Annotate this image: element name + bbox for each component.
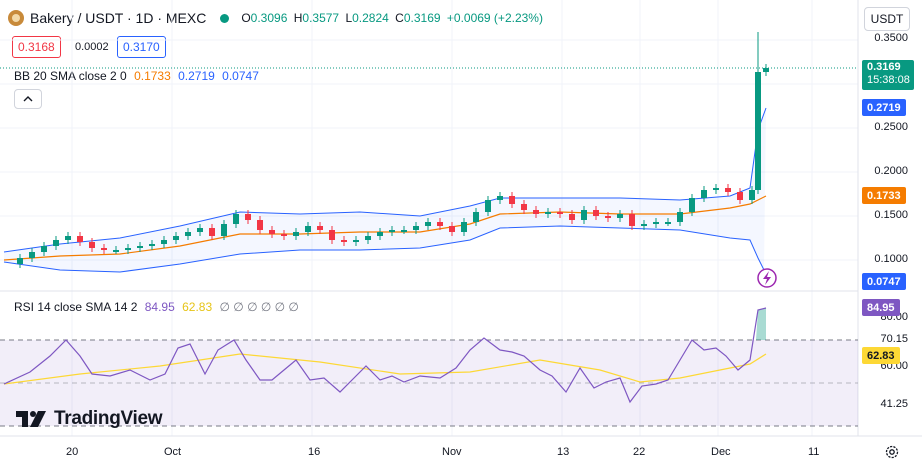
bakery-logo-icon (8, 10, 24, 26)
live-dot-icon (220, 13, 230, 23)
tradingview-logo[interactable]: TradingView (16, 408, 163, 430)
ohlc-values: O0.3096 H0.3577 L0.2824 C0.3169 +0.0069 … (241, 11, 543, 25)
rsi-tick: 41.25 (880, 398, 908, 410)
rsi-value-tag: 84.95 (862, 299, 900, 316)
tradingview-mark-icon (16, 411, 46, 427)
price-tick: 0.1500 (874, 209, 908, 221)
price-tick: 0.3500 (874, 32, 908, 44)
rsi-legend[interactable]: RSI 14 close SMA 14 2 84.95 62.83 ∅ ∅ ∅ … (14, 300, 299, 314)
time-tick: 20 (66, 446, 79, 458)
currency-button[interactable]: USDT (864, 7, 910, 31)
gear-icon[interactable] (884, 444, 900, 460)
buy-price-button[interactable]: 0.3170 (117, 36, 166, 58)
price-tick: 0.2000 (874, 165, 908, 177)
price-tick: 0.1000 (874, 253, 908, 265)
collapse-legend-button[interactable] (14, 89, 42, 109)
rsi-sma-tag: 62.83 (862, 347, 900, 364)
time-tick: Dec (711, 446, 731, 458)
time-tick: Nov (442, 446, 462, 458)
bb-basis-tag: 0.1733 (862, 187, 906, 204)
symbol-header: Bakery / USDT · 1D · MEXC O0.3096 H0.357… (8, 6, 543, 30)
last-price-tag: 0.3169 15:38:08 (862, 60, 914, 90)
time-tick: 13 (557, 446, 570, 458)
time-tick: 22 (633, 446, 646, 458)
bb-lower-tag: 0.0747 (862, 273, 906, 290)
bb-upper-tag: 0.2719 (862, 99, 906, 116)
time-tick: Oct (164, 446, 182, 458)
sell-price-button[interactable]: 0.3168 (12, 36, 61, 58)
bb-legend[interactable]: BB 20 SMA close 2 0 0.1733 0.2719 0.0747 (14, 69, 259, 83)
lightning-icon[interactable] (757, 268, 777, 288)
spread-value: 0.0002 (75, 41, 109, 53)
time-tick: 11 (808, 446, 820, 458)
price-tick: 0.2500 (874, 121, 908, 133)
symbol-title[interactable]: Bakery / USDT · 1D · MEXC (30, 10, 207, 26)
rsi-tick: 70.15 (880, 333, 908, 345)
chevron-up-icon (23, 96, 33, 102)
time-tick: 16 (308, 446, 321, 458)
